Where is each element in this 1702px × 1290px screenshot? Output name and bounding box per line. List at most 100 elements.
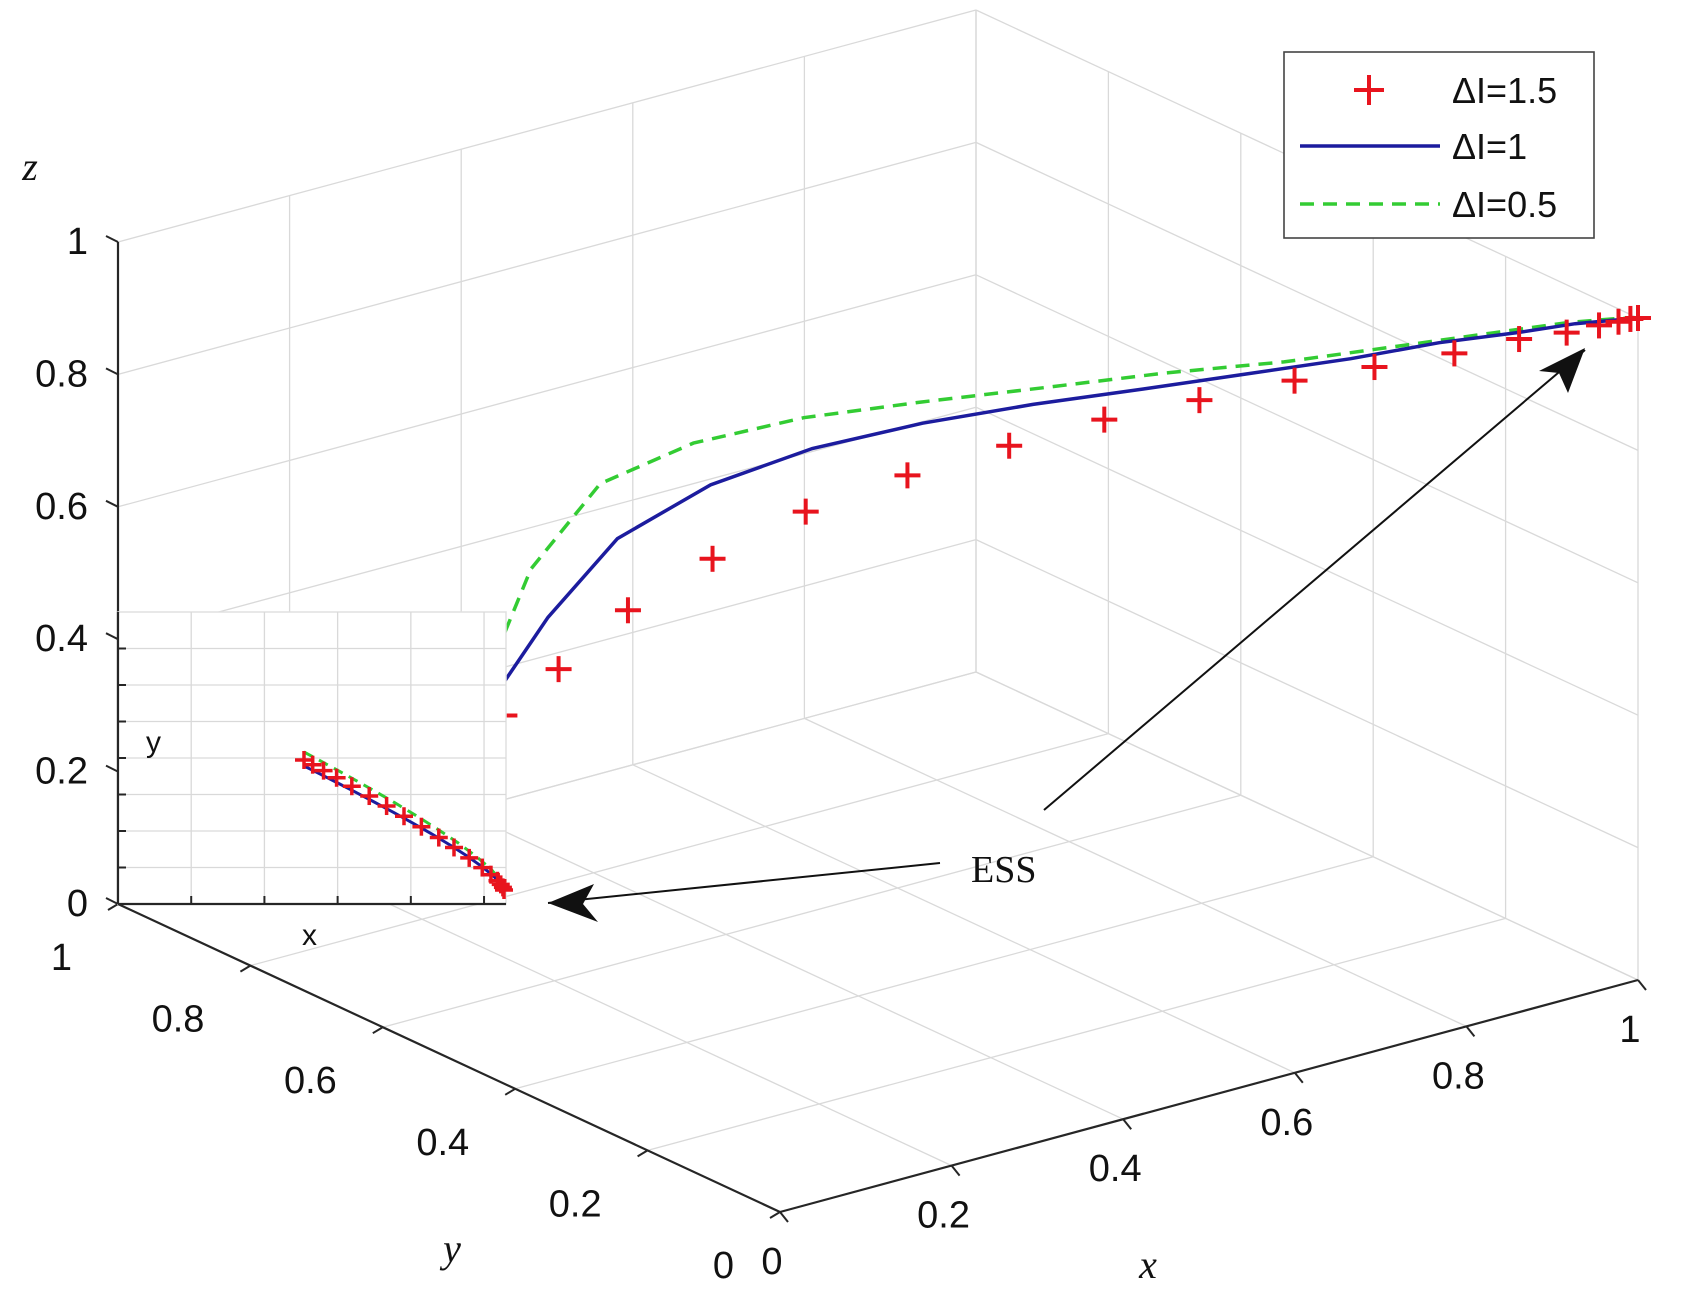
grid-floor-x-4	[804, 717, 1467, 1027]
x-tick-label-1: 0.2	[917, 1195, 970, 1237]
x-tick-label-4: 0.8	[1432, 1055, 1485, 1097]
grid-floor-y-4	[250, 732, 1109, 967]
y-tick-0	[769, 1211, 781, 1219]
grid-sidewall-z-2	[975, 406, 1639, 716]
z-tick-label-0: 0	[67, 883, 88, 925]
ess-arrowhead-up	[1539, 348, 1585, 393]
z-tick-label-5: 1	[67, 221, 88, 263]
series-0-point-5	[894, 462, 921, 489]
inset-series-0-point-11	[460, 848, 479, 867]
y-tick-label-1: 0.2	[549, 1183, 602, 1225]
x-tick-label-3: 0.6	[1260, 1102, 1313, 1144]
x-tick-label-0: 0	[761, 1241, 782, 1283]
grid-floor-x-2	[460, 810, 1124, 1120]
x-tick-label-2: 0.4	[1089, 1148, 1142, 1190]
grid-floor-y-2	[515, 856, 1374, 1090]
inset: y x	[116, 611, 513, 952]
y-axis-line	[117, 903, 781, 1213]
legend-label-2: ΔI=1	[1452, 126, 1527, 167]
series-0-point-12	[1506, 326, 1533, 353]
legend-marker-1	[1354, 75, 1384, 105]
inset-y-label: y	[146, 726, 161, 759]
inset-series-0-markers	[295, 751, 513, 899]
legend: ΔI=1.5 ΔI=1 ΔI=0.5	[1283, 51, 1595, 239]
inset-series-0-point-3	[327, 768, 346, 787]
grid-backwall-z-5	[117, 9, 977, 243]
grid	[117, 9, 1639, 1213]
series-0-point-2	[614, 597, 641, 624]
z-tick-label-4: 0.8	[35, 353, 88, 395]
series-0-point-15	[1605, 308, 1632, 335]
y-tick-1	[637, 1149, 649, 1158]
grid-backwall-z-2	[117, 406, 977, 640]
y-tick-5	[107, 903, 119, 911]
grid-floor-y-3	[382, 794, 1241, 1028]
series-0-point-9	[1281, 367, 1308, 394]
z-tick-4	[105, 367, 119, 376]
y-tick-3	[372, 1026, 384, 1035]
grid-backwall-z-4	[117, 141, 977, 376]
series-0-point-17	[1625, 305, 1651, 331]
grid-sidewall-z-3	[975, 274, 1639, 584]
y-tick-label-5: 1	[51, 937, 72, 979]
series-1-line	[485, 316, 1639, 708]
series-0-point-14	[1586, 312, 1613, 339]
inset-series-0-point-6	[377, 797, 396, 816]
y-tick-label-3: 0.6	[284, 1060, 337, 1102]
series-0-markers	[491, 305, 1651, 729]
grid-floor-y-1	[647, 917, 1506, 1152]
annotations: ESS	[547, 348, 1586, 922]
z-tick-1	[105, 764, 119, 773]
ess-arrow-to-curve	[1043, 349, 1586, 811]
z-tick-2	[105, 632, 119, 641]
series-0-point-7	[1091, 406, 1118, 433]
axes: 0 0.2 0.4 0.6 0.8 1 0 0.2 0.4 0.6 0.8 1 0 0.2 0.4 0.6 0.…	[21, 144, 1647, 1287]
series-0-point-3	[699, 545, 726, 572]
x-tick-2	[1122, 1118, 1132, 1130]
y-axis-label: y	[439, 1226, 461, 1271]
y-tick-label-0: 0	[713, 1245, 734, 1287]
inset-grid	[118, 612, 506, 904]
y-tick-label-4: 0.8	[152, 999, 205, 1041]
z-tick-label-1: 0.2	[35, 751, 88, 793]
inset-series-0-point-1	[303, 755, 322, 774]
legend-label-3: ΔI=0.5	[1452, 184, 1557, 225]
inset-series-0-point-5	[360, 787, 379, 806]
series-0-point-8	[1186, 387, 1213, 414]
ess-arrow-to-inset	[547, 862, 941, 904]
grid-floor-x-1	[289, 857, 952, 1167]
series-0-point-4	[792, 498, 819, 525]
x-tick-label-5: 1	[1619, 1009, 1640, 1051]
y-tick-2	[504, 1087, 516, 1096]
series-0-point-1	[545, 656, 572, 683]
x-tick-1	[950, 1164, 961, 1177]
series-0-point-13	[1553, 319, 1580, 346]
x-tick-4	[1465, 1025, 1476, 1038]
x-tick-3	[1294, 1072, 1304, 1084]
z-axis-label: z	[21, 144, 38, 189]
ess-arrowhead-left	[548, 884, 598, 922]
series-0-point-6	[996, 432, 1023, 459]
series-layer	[477, 305, 1651, 729]
series-0-point-10	[1361, 354, 1388, 381]
inset-series-0-point-8	[412, 817, 431, 836]
z-tick-label-3: 0.6	[35, 486, 88, 528]
x-axis-line	[779, 978, 1639, 1214]
y-tick-label-2: 0.4	[416, 1122, 469, 1164]
x-tick-0	[779, 1211, 789, 1223]
grid-backwall-z-3	[117, 274, 977, 508]
series-2-line	[477, 316, 1639, 697]
inset-series-0-point-9	[429, 828, 448, 847]
z-tick-3	[105, 499, 119, 508]
x-axis-label: x	[1138, 1242, 1157, 1287]
inset-series-layer	[295, 750, 513, 899]
inset-series-0-point-17	[495, 881, 513, 899]
inset-series-0-point-4	[342, 777, 361, 796]
ess-label: ESS	[971, 849, 1036, 891]
z-tick-label-2: 0.4	[35, 618, 88, 660]
z-tick-5	[105, 235, 119, 243]
y-tick-4	[239, 964, 251, 973]
inset-series-0-point-2	[314, 761, 333, 780]
